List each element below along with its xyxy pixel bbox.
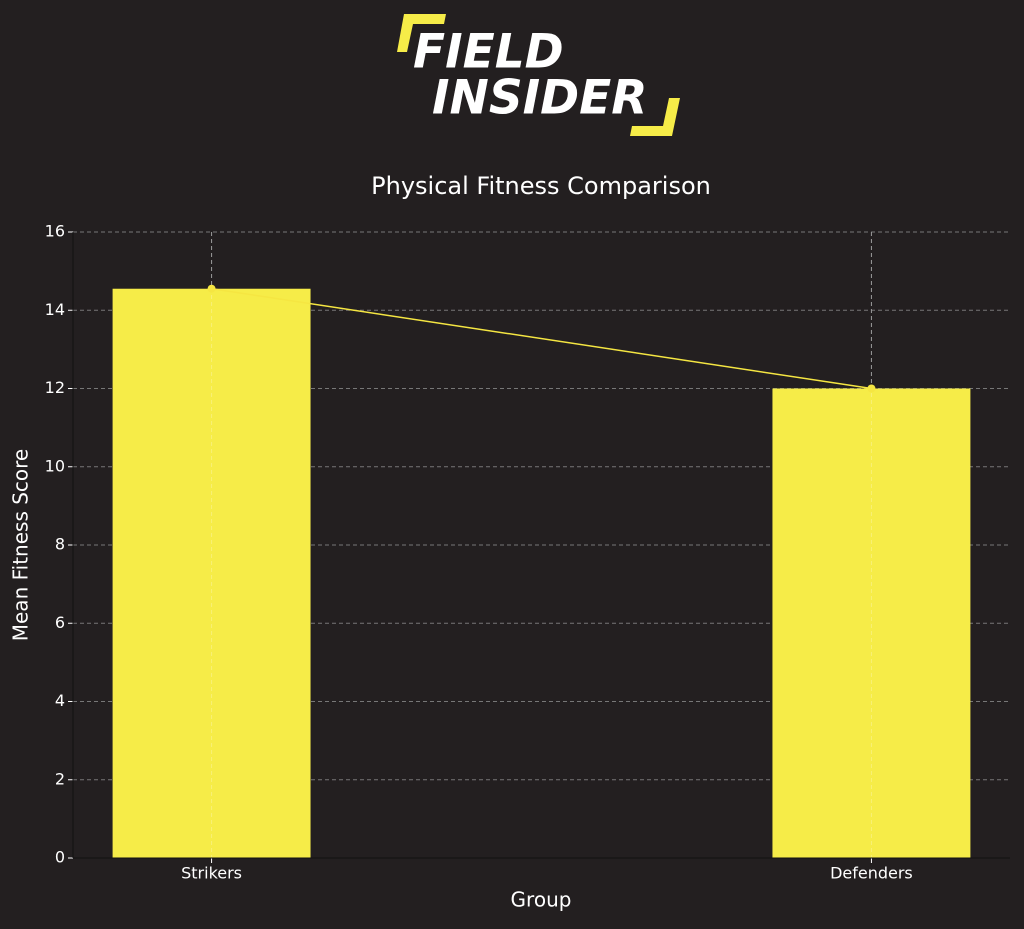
trend-marker	[867, 384, 876, 393]
x-tick-label: Strikers	[181, 864, 242, 883]
y-tick-label: 6	[55, 613, 65, 632]
x-axis-label: Group	[511, 888, 572, 912]
trend-marker	[207, 284, 216, 293]
y-tick-label: 8	[55, 535, 65, 554]
y-tick-label: 4	[55, 691, 65, 710]
trend-line	[211, 287, 872, 390]
y-tick-label: 12	[45, 378, 65, 397]
logo-text: FIELD	[413, 25, 564, 80]
y-tick-label: 2	[55, 769, 65, 788]
y-tick-label: 14	[45, 300, 65, 319]
bar	[112, 288, 311, 858]
chart-title: Physical Fitness Comparison	[371, 172, 711, 200]
y-axis-label: Mean Fitness Score	[9, 449, 33, 642]
logo-bracket	[397, 14, 446, 52]
y-tick-label: 16	[45, 222, 65, 241]
x-tick-label: Defenders	[830, 864, 913, 883]
logo: FIELD INSIDER	[397, 14, 680, 136]
logo-bracket	[630, 98, 680, 136]
bar	[772, 388, 971, 858]
logo-text: INSIDER	[432, 71, 647, 126]
y-tick-label: 10	[45, 456, 65, 475]
y-tick-label: 0	[55, 848, 65, 867]
